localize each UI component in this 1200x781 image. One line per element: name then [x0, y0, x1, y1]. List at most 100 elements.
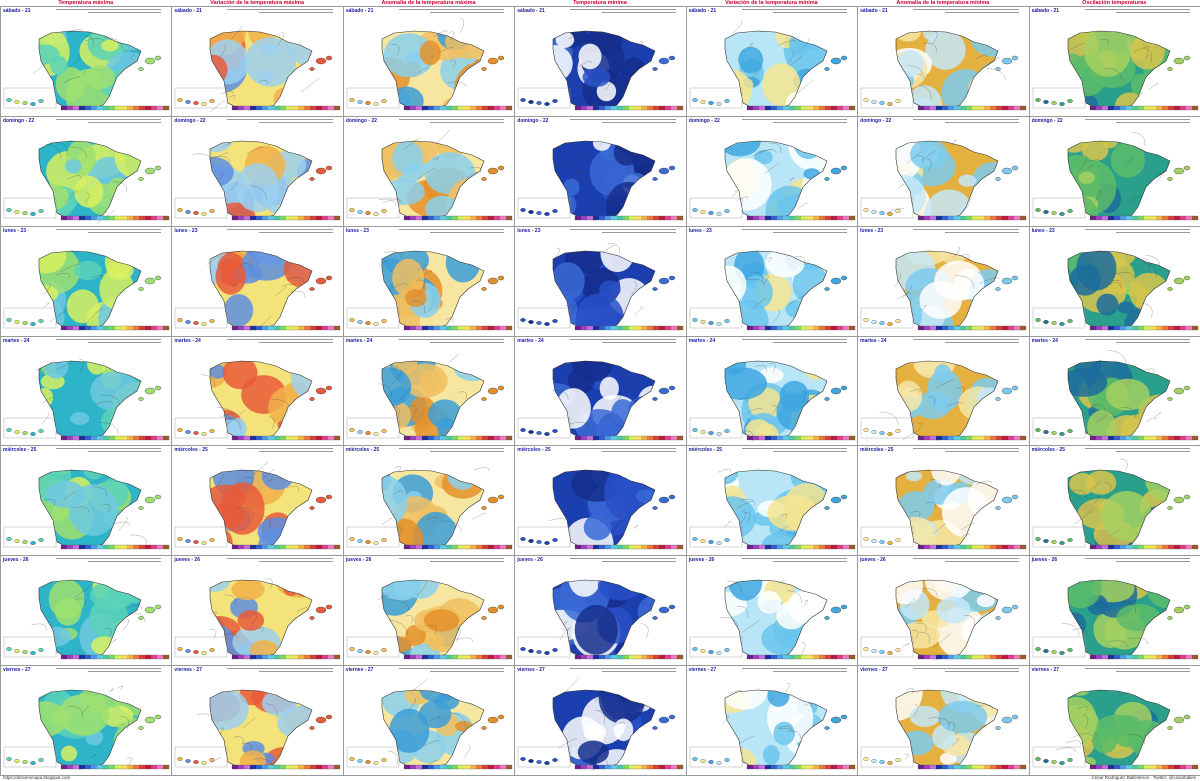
map-cell-tmax[interactable]: domingo - 22: [0, 115, 173, 227]
day-label: miércoles - 25: [860, 447, 894, 454]
map-cell-var2[interactable]: lunes - 23: [685, 225, 859, 337]
map-cell-osc[interactable]: miércoles - 25: [1028, 445, 1200, 557]
map-caption-lines: [227, 228, 333, 236]
map-cell-var[interactable]: martes - 24: [171, 335, 344, 447]
day-label: viernes - 27: [860, 667, 888, 674]
map-cell-osc[interactable]: lunes - 23: [1028, 225, 1200, 337]
map-cell-var2[interactable]: miércoles - 25: [685, 445, 859, 557]
map-cell-anom2[interactable]: miércoles - 25: [857, 445, 1030, 557]
map-cell-var2[interactable]: sábado - 21: [685, 6, 859, 117]
map-cell-tmax[interactable]: viernes - 27: [0, 665, 173, 776]
temperature-map: [1032, 689, 1198, 770]
map-caption-lines: [1084, 448, 1190, 455]
map-cell-tmax[interactable]: martes - 24: [0, 335, 173, 447]
map-cell-var2[interactable]: viernes - 27: [685, 665, 859, 776]
day-label: martes - 24: [1031, 337, 1058, 344]
map-caption-lines: [570, 9, 676, 16]
map-caption-lines: [56, 668, 162, 675]
temperature-map: [175, 140, 341, 221]
day-label: miércoles - 25: [345, 447, 380, 454]
temperature-map: [1032, 579, 1198, 660]
map-cell-osc[interactable]: sábado - 21: [1028, 6, 1200, 117]
map-cell-anom[interactable]: miércoles - 25: [342, 445, 516, 557]
map-cell-tmin[interactable]: miércoles - 25: [514, 445, 687, 557]
map-cell-tmax[interactable]: jueves - 26: [0, 555, 173, 667]
map-cell-osc[interactable]: martes - 24: [1028, 335, 1200, 447]
map-cell-tmax[interactable]: lunes - 23: [0, 225, 173, 337]
temperature-map: [860, 139, 1027, 221]
map-cell-var[interactable]: jueves - 26: [171, 555, 344, 667]
map-caption-lines: [398, 668, 505, 675]
map-cell-tmin[interactable]: viernes - 27: [514, 665, 687, 776]
map-caption-lines: [1084, 118, 1190, 126]
map-cell-tmin[interactable]: jueves - 26: [514, 555, 687, 667]
temperature-map: [1032, 250, 1198, 331]
day-label: miércoles - 25: [1031, 447, 1065, 454]
temperature-map: [689, 360, 855, 441]
temperature-map: [860, 360, 1027, 441]
map-cell-var[interactable]: lunes - 23: [171, 225, 344, 337]
day-label: martes - 24: [517, 337, 544, 344]
map-cell-tmin[interactable]: sábado - 21: [514, 6, 687, 117]
temperature-map: [689, 469, 855, 550]
map-cell-osc[interactable]: domingo - 22: [1028, 115, 1200, 227]
map-caption-lines: [56, 228, 162, 236]
temperature-map: [3, 470, 170, 550]
map-caption-lines: [398, 228, 505, 236]
map-cell-tmax[interactable]: miércoles - 25: [0, 445, 173, 557]
map-cell-tmin[interactable]: lunes - 23: [514, 225, 687, 337]
map-caption-lines: [913, 448, 1019, 455]
map-caption-lines: [741, 228, 848, 236]
temperature-map: [860, 246, 1027, 331]
day-label: lunes - 23: [517, 227, 541, 234]
map-cell-anom[interactable]: domingo - 22: [342, 115, 516, 227]
day-label: sábado - 21: [174, 8, 202, 14]
map-cell-anom[interactable]: martes - 24: [342, 335, 516, 447]
map-cell-tmin[interactable]: martes - 24: [514, 335, 687, 447]
day-label: martes - 24: [3, 337, 30, 344]
day-label: domingo - 22: [1031, 117, 1063, 124]
map-cell-var[interactable]: viernes - 27: [171, 665, 344, 776]
map-caption-lines: [56, 448, 162, 455]
temperature-map: [518, 140, 684, 221]
map-cell-anom[interactable]: viernes - 27: [342, 665, 516, 776]
map-cell-osc[interactable]: viernes - 27: [1028, 665, 1200, 776]
map-caption-lines: [570, 668, 676, 675]
map-cell-anom2[interactable]: lunes - 23: [857, 225, 1030, 337]
day-label: domingo - 22: [3, 117, 35, 124]
map-cell-osc[interactable]: jueves - 26: [1028, 555, 1200, 667]
temperature-map: [3, 250, 170, 331]
map-cell-anom2[interactable]: domingo - 22: [857, 115, 1030, 227]
map-cell-var2[interactable]: martes - 24: [685, 335, 859, 447]
map-cell-tmin[interactable]: domingo - 22: [514, 115, 687, 227]
column-title: Oscilación temperaturas: [1082, 0, 1147, 6]
map-cell-var[interactable]: miércoles - 25: [171, 445, 344, 557]
map-cell-var2[interactable]: domingo - 22: [685, 115, 859, 227]
map-cell-anom2[interactable]: viernes - 27: [857, 665, 1030, 776]
day-label: miércoles - 25: [3, 447, 37, 454]
temperature-map: [689, 20, 855, 111]
map-caption-lines: [570, 228, 676, 236]
map-cell-anom2[interactable]: jueves - 26: [857, 555, 1030, 667]
map-cell-var2[interactable]: jueves - 26: [685, 555, 859, 667]
temperature-map: [518, 676, 684, 770]
map-cell-anom2[interactable]: martes - 24: [857, 335, 1030, 447]
map-cell-var[interactable]: sábado - 21: [171, 6, 344, 117]
day-label: viernes - 27: [345, 667, 374, 674]
map-cell-anom[interactable]: lunes - 23: [342, 225, 516, 337]
map-caption-lines: [570, 118, 676, 126]
map-cell-anom[interactable]: sábado - 21: [342, 6, 516, 117]
footer-source[interactable]: https://dinsemmapa.blogspot.com: [3, 775, 71, 780]
column-title: Anomalía de la temperatura mínima: [896, 0, 990, 6]
day-label: martes - 24: [688, 337, 716, 344]
map-cell-anom[interactable]: jueves - 26: [342, 555, 516, 667]
map-caption-lines: [570, 338, 676, 346]
day-label: domingo - 22: [688, 117, 720, 124]
temperature-map: [346, 466, 512, 550]
map-caption-lines: [741, 9, 848, 16]
temperature-map: [518, 242, 684, 331]
map-cell-anom2[interactable]: sábado - 21: [857, 6, 1030, 117]
map-cell-tmax[interactable]: sábado - 21: [0, 6, 173, 117]
map-cell-var[interactable]: domingo - 22: [171, 115, 344, 227]
